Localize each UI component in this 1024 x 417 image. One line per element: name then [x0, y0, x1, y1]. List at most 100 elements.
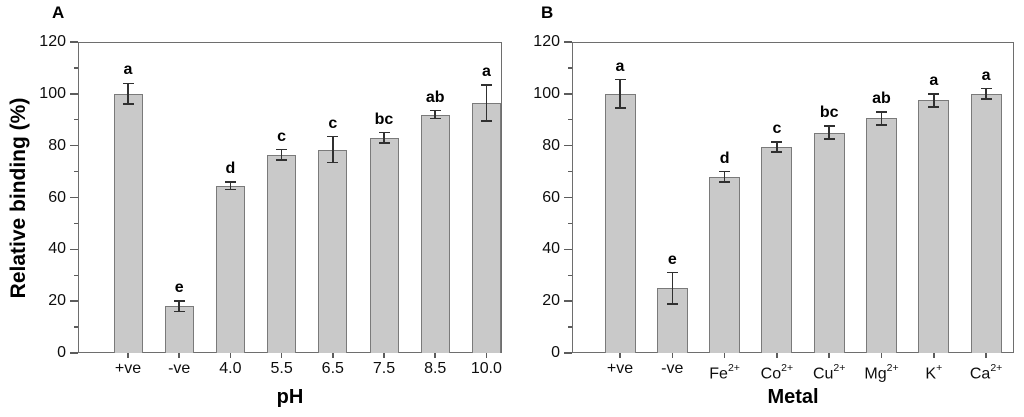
x-axis-category-label: +ve	[114, 360, 142, 377]
error-bar-bottom-cap	[480, 120, 492, 122]
panel-b-x-axis-title: Metal	[767, 386, 819, 408]
significance-letter: bc	[819, 104, 839, 122]
error-bar-top-cap	[876, 111, 887, 113]
x-axis-category-label: Fe2+	[709, 362, 740, 383]
error-bar-bottom-cap	[928, 106, 940, 108]
error-bar	[127, 83, 129, 105]
error-bar-bottom-cap	[719, 181, 731, 183]
error-bar-top-cap	[429, 109, 441, 112]
y-axis-minor-tick	[73, 274, 78, 276]
y-axis-tick-label: 0	[57, 344, 66, 361]
bar-10.0	[471, 102, 501, 353]
x-axis-category-label: Cu2+	[812, 362, 846, 383]
y-axis-major-tick	[564, 248, 572, 251]
category-superscript: 2+	[727, 362, 740, 374]
x-axis-category-label: 4.0	[219, 360, 242, 377]
bar-Co	[761, 146, 793, 353]
error-bar	[880, 111, 883, 125]
significance-letter: bc	[374, 110, 394, 128]
bar-+ve	[113, 93, 143, 353]
y-axis-major-tick	[70, 300, 78, 302]
error-bar-bottom-cap	[876, 124, 887, 126]
significance-letter: d	[225, 159, 236, 177]
plot-frame	[572, 42, 1014, 353]
error-bar-top-cap	[719, 170, 731, 173]
x-axis-category-label: 10.0	[470, 360, 502, 377]
y-axis-major-tick	[564, 93, 572, 95]
error-bar-bottom-cap	[276, 159, 288, 161]
error-bar-bottom-cap	[823, 138, 835, 140]
error-bar-top-cap	[378, 131, 390, 134]
x-axis-category-label: -ve	[168, 360, 191, 377]
error-bar-bottom-cap	[614, 107, 626, 109]
y-axis-tick-label: 20	[542, 292, 560, 310]
y-axis-major-tick	[70, 196, 78, 199]
y-axis-minor-tick	[567, 67, 572, 69]
x-axis-category-label: Ca2+	[969, 362, 1003, 383]
y-axis-major-tick	[70, 248, 78, 251]
error-bar-bottom-cap	[771, 151, 783, 153]
bar-6.5	[318, 149, 348, 353]
x-axis-tick	[485, 353, 488, 358]
y-axis-minor-tick	[73, 326, 78, 328]
y-axis-tick-label: 0	[551, 344, 560, 361]
y-axis-tick-label: 20	[48, 292, 66, 310]
panel-a-x-axis-title: pH	[276, 386, 304, 408]
error-bar	[828, 126, 830, 140]
x-axis-category-label: 7.5	[372, 360, 396, 377]
x-axis-tick	[776, 353, 778, 358]
y-axis-major-tick	[564, 300, 572, 302]
significance-letter: a	[981, 66, 991, 84]
bar-4.0	[215, 185, 245, 353]
bar-8.5	[420, 114, 450, 353]
x-axis-category-label: 8.5	[424, 360, 447, 377]
error-bar	[985, 88, 987, 99]
y-axis-major-tick	[70, 144, 78, 147]
x-axis-tick	[723, 353, 726, 358]
y-axis-minor-tick	[73, 119, 78, 121]
y-axis-minor-tick	[567, 326, 572, 328]
error-bar	[434, 110, 436, 119]
x-axis-tick	[671, 353, 674, 358]
bar-Cu	[813, 132, 845, 353]
error-bar-top-cap	[173, 300, 185, 302]
error-bar-top-cap	[771, 141, 783, 143]
y-axis-major-tick	[564, 352, 572, 354]
error-bar-bottom-cap	[224, 188, 236, 191]
x-axis-tick	[383, 353, 385, 358]
error-bar-top-cap	[614, 78, 626, 81]
y-axis-tick-label: 40	[48, 240, 66, 258]
error-bar-bottom-cap	[122, 103, 134, 105]
y-axis-tick-label: 80	[542, 136, 560, 154]
bar-7.5	[369, 137, 399, 353]
significance-letter: a	[123, 61, 133, 79]
x-axis-tick	[985, 353, 987, 358]
y-axis-minor-tick	[73, 170, 78, 173]
y-axis-major-tick	[70, 93, 78, 95]
error-bar	[178, 301, 180, 312]
y-axis-tick-label: 100	[533, 84, 560, 102]
category-superscript: +	[936, 362, 943, 374]
significance-letter: a	[615, 57, 625, 75]
x-axis-tick	[880, 353, 883, 358]
error-bar-bottom-cap	[666, 303, 678, 305]
error-bar-bottom-cap	[980, 98, 992, 100]
category-superscript: 2+	[990, 362, 1003, 374]
error-bar	[332, 136, 334, 163]
error-bar-top-cap	[480, 84, 492, 86]
error-bar-top-cap	[224, 181, 236, 183]
error-bar-bottom-cap	[378, 142, 390, 144]
y-axis-major-tick	[70, 41, 78, 43]
significance-letter: ab	[425, 88, 445, 106]
error-bar	[280, 149, 283, 160]
y-axis-tick-label: 120	[39, 33, 66, 50]
x-axis-category-label: K+	[925, 362, 943, 383]
panel-b-label: B	[541, 3, 554, 22]
x-axis-tick	[127, 353, 129, 358]
significance-letter: ab	[872, 89, 891, 107]
significance-letter: c	[277, 127, 287, 145]
y-axis-minor-tick	[567, 222, 572, 224]
x-axis-category-label: 5.5	[270, 360, 293, 377]
error-bar-bottom-cap	[429, 117, 441, 120]
